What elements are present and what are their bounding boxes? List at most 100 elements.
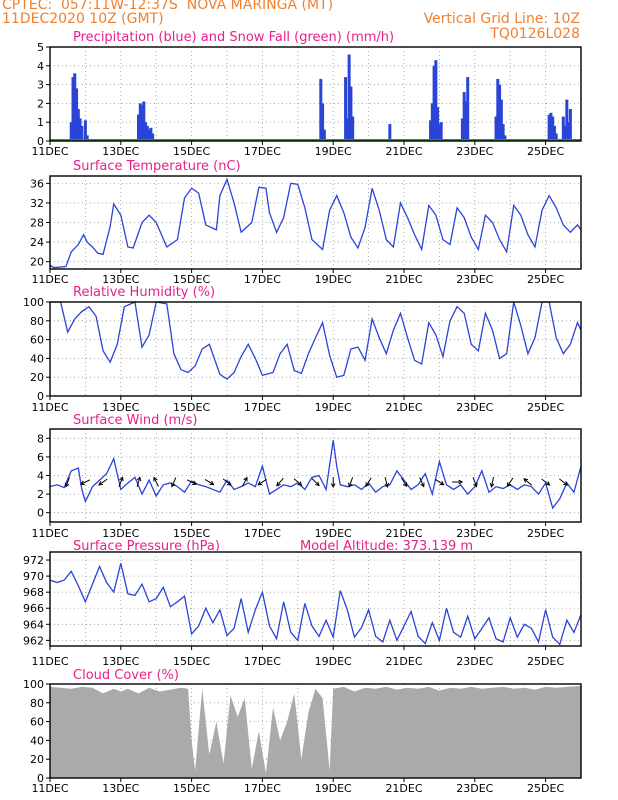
wind-vector-head (226, 481, 232, 486)
precip-bar (344, 77, 348, 141)
x-tick-label: 23DEC (456, 145, 493, 158)
wind-vector (384, 477, 388, 487)
precip-bar (563, 125, 567, 141)
temp-line (49, 177, 582, 269)
y-tick-label: 60 (30, 716, 44, 729)
precip-bar (71, 77, 75, 141)
precip-bar (547, 114, 551, 141)
cloud-frame (49, 683, 582, 779)
wind-vector (204, 479, 214, 486)
y-tick-label: 5 (37, 41, 44, 54)
pressure-line (49, 563, 582, 646)
y-tick-label: 0 (37, 135, 44, 148)
header-model-code: TQ0126L028 (490, 26, 580, 42)
x-tick-label: 13DEC (102, 145, 139, 158)
wind-vector-head (153, 476, 158, 482)
x-tick-label: 17DEC (244, 527, 281, 540)
precip-bar (501, 124, 505, 141)
y-tick-label: 4 (37, 470, 44, 483)
wind-vector-head (489, 482, 495, 488)
x-tick-label: 15DEC (173, 655, 210, 668)
precip-bar (494, 116, 498, 141)
x-tick-label: 15DEC (173, 145, 210, 158)
precip-bar (432, 65, 436, 141)
y-tick-label: 100 (23, 678, 44, 691)
wind-vector (311, 478, 320, 486)
x-tick-label: 23DEC (456, 782, 493, 795)
x-tick-label: 17DEC (244, 145, 281, 158)
wind-vector-head (243, 476, 248, 482)
precip-bar (462, 92, 466, 141)
x-tick-label: 21DEC (385, 401, 422, 414)
x-tick-label: 17DEC (244, 273, 281, 286)
wind-vector-head (64, 482, 70, 488)
y-tick-label: 1 (37, 116, 44, 129)
wind-vector (400, 477, 408, 487)
precip-bar (388, 124, 392, 141)
precip-bar (83, 120, 87, 141)
wind-vector (293, 478, 302, 486)
wind-line (49, 440, 582, 510)
header-title: CPTEC: 057:11W-12:37S NOVA MARINGA (MT) (2, 0, 334, 13)
y-tick-label: 20 (30, 371, 44, 384)
y-tick-label: 8 (37, 432, 44, 445)
y-tick-label: 40 (30, 734, 44, 747)
y-tick-label: 0 (37, 390, 44, 403)
header-grid-note: Vertical Grid Line: 10Z (423, 11, 580, 27)
wind-vector-head (209, 480, 215, 486)
y-tick-label: 2 (37, 488, 44, 501)
x-tick-label: 19DEC (315, 782, 352, 795)
wind-vector (65, 477, 70, 487)
x-tick-label: 25DEC (527, 145, 564, 158)
x-tick-label: 11DEC (31, 782, 68, 795)
precip-bar (149, 127, 153, 141)
precip-bar (437, 124, 441, 141)
precip-bar (429, 120, 433, 141)
x-tick-label: 13DEC (102, 527, 139, 540)
wind-vector (80, 479, 91, 485)
wind-vector-head (315, 481, 320, 487)
wind-vector (153, 477, 159, 487)
pressure-annotation: Model Altitude: 373.139 m (300, 539, 473, 554)
precip-bar (349, 86, 353, 141)
wind-vector-head (506, 482, 512, 488)
y-tick-label: 964 (23, 618, 44, 631)
y-tick-label: 100 (23, 296, 44, 309)
wind-vector (242, 477, 248, 487)
wind-vector-head (473, 482, 478, 488)
x-tick-label: 19DEC (315, 273, 352, 286)
x-tick-label: 17DEC (244, 782, 281, 795)
x-tick-label: 13DEC (102, 273, 139, 286)
x-tick-label: 21DEC (385, 782, 422, 795)
wind-vector (559, 478, 568, 486)
pressure-frame (49, 551, 582, 647)
precip-bar (568, 109, 572, 141)
y-tick-label: 80 (30, 315, 44, 328)
wind-vector-head (297, 481, 303, 486)
precip-bar (499, 99, 503, 141)
precip-bar (498, 84, 502, 141)
x-tick-label: 19DEC (315, 655, 352, 668)
y-tick-label: 970 (23, 570, 44, 583)
y-tick-label: 6 (37, 451, 44, 464)
precip-bar (464, 101, 468, 141)
temp-frame (49, 175, 582, 270)
wind-vector-head (119, 476, 124, 482)
precip-bar (144, 122, 148, 141)
wind-vector-head (439, 480, 445, 486)
x-tick-label: 11DEC (31, 655, 68, 668)
x-tick-label: 21DEC (385, 527, 422, 540)
temp-title: Surface Temperature (nC) (73, 159, 241, 174)
precip-bar (503, 135, 507, 141)
precip-bar (151, 133, 155, 141)
precip-bar (551, 116, 555, 141)
x-tick-label: 19DEC (315, 527, 352, 540)
wind-vector (136, 477, 141, 487)
x-tick-label: 11DEC (31, 527, 68, 540)
y-tick-label: 40 (30, 352, 44, 365)
x-tick-label: 17DEC (244, 401, 281, 414)
wind-vector (222, 478, 232, 486)
precip-bar (436, 107, 440, 141)
x-tick-label: 23DEC (456, 273, 493, 286)
